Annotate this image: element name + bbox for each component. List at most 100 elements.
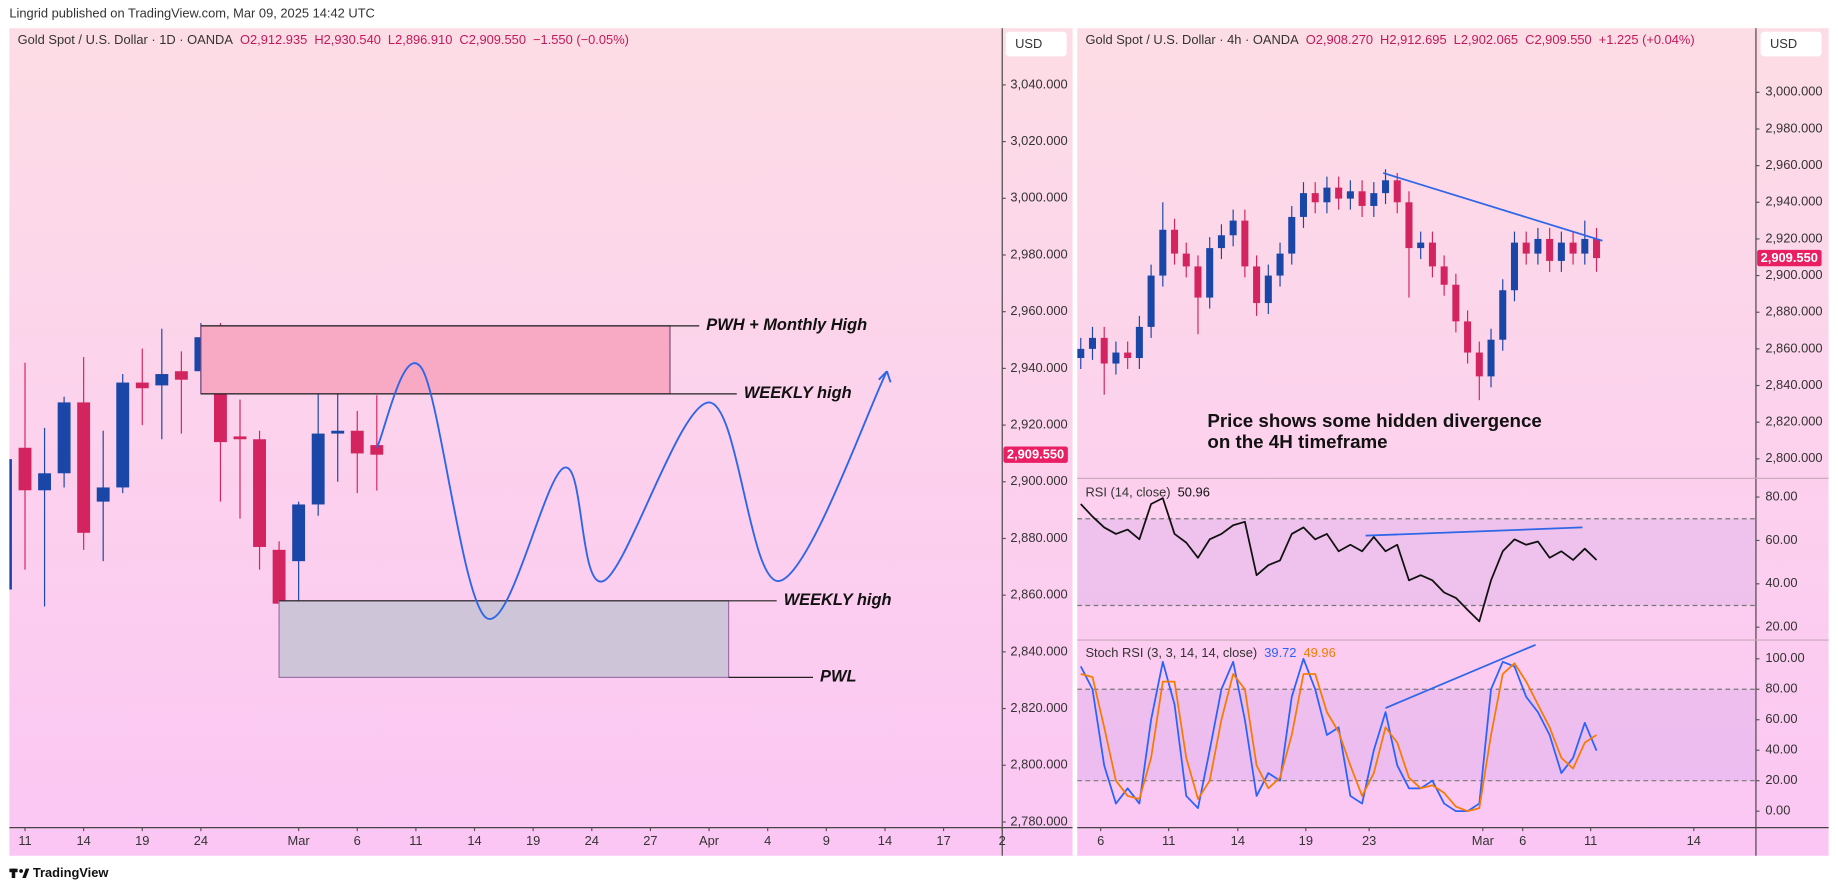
- candle-body: [1229, 220, 1237, 236]
- candle-body: [1557, 242, 1565, 261]
- legend-value: C2,909.550: [459, 32, 526, 47]
- candle-body: [1510, 242, 1518, 291]
- projection-curve: [375, 362, 888, 620]
- x-tick-label: 6: [1519, 833, 1526, 848]
- candle-body: [1100, 337, 1108, 364]
- x-tick-label: 19: [135, 833, 149, 848]
- level-label: WEEKLY high: [784, 591, 892, 609]
- zone: [200, 325, 671, 395]
- candle-body: [1475, 352, 1483, 377]
- candle-body: [116, 382, 130, 488]
- y-tick-label: 0.00: [1765, 803, 1790, 818]
- trendline: [1382, 172, 1603, 242]
- y-tick-label: 2,780.000: [1010, 813, 1067, 828]
- candle-body: [38, 473, 52, 491]
- candle-body: [1147, 275, 1155, 327]
- x-tick-label: 6: [1097, 833, 1104, 848]
- annotation: Price shows some hidden divergence: [1207, 410, 1541, 431]
- candle-body: [1452, 284, 1460, 322]
- x-tick-label: 14: [76, 833, 90, 848]
- indicator-value: 50.96: [1178, 485, 1210, 500]
- candle-body: [1135, 326, 1143, 359]
- projection-arrowhead: [878, 370, 892, 383]
- y-tick-label: 3,000.000: [1010, 190, 1067, 205]
- zone: [278, 600, 730, 678]
- candle-body: [1217, 235, 1225, 249]
- x-tick-label: Mar: [1472, 833, 1495, 848]
- candle-body: [253, 439, 266, 547]
- candle-body: [1417, 242, 1425, 249]
- candle-body: [18, 447, 32, 491]
- candle-body: [1112, 352, 1120, 364]
- currency: USD: [1770, 36, 1797, 51]
- x-tick-label: Apr: [699, 833, 720, 848]
- y-tick-label: 2,940.000: [1765, 194, 1822, 209]
- y-tick-label: 2,960.000: [1765, 157, 1822, 172]
- candle-body: [1382, 180, 1390, 194]
- y-tick-label: 2,820.000: [1765, 414, 1822, 429]
- candle-body: [1569, 242, 1577, 254]
- y-tick-label: 2,960.000: [1010, 303, 1067, 318]
- candle-body: [1182, 253, 1190, 267]
- candle-body: [1358, 191, 1366, 206]
- candle-body: [272, 549, 286, 604]
- legend-value: O2,908.270: [1306, 32, 1373, 47]
- x-tick-label: 11: [1584, 833, 1597, 848]
- x-tick-label: 17: [936, 833, 950, 848]
- candle-body: [1464, 321, 1472, 353]
- legend-value: +1.225 (+0.04%): [1599, 32, 1695, 47]
- currency: USD: [1015, 36, 1042, 51]
- legend-value: L2,896.910: [388, 32, 452, 47]
- candle-body: [155, 374, 169, 386]
- candle-body: [1194, 266, 1202, 298]
- candle-body: [311, 433, 325, 505]
- candle-body: [1206, 248, 1214, 298]
- candle-body: [9, 459, 12, 590]
- indicator-name: Stoch RSI (3, 3, 14, 14, close): [1085, 646, 1257, 661]
- indicator-title: RSI (14, close) 50.96: [1085, 485, 1209, 500]
- currency-box: [1005, 31, 1067, 57]
- y-tick-label: 2,920.000: [1765, 230, 1822, 245]
- x-tick-label: 4: [764, 833, 771, 848]
- legend-symbol: Gold Spot / U.S. Dollar · 1D · OANDA: [18, 32, 234, 47]
- x-tick-label: 14: [1687, 833, 1701, 848]
- byline: Lingrid published on TradingView.com, Ma…: [9, 6, 374, 21]
- candle-body: [1534, 238, 1542, 254]
- currency-box: [1760, 31, 1822, 57]
- candle-body: [1077, 348, 1085, 359]
- x-tick-label: 23: [1362, 833, 1376, 848]
- x-tick-label: 14: [1231, 833, 1245, 848]
- legend: Gold Spot / U.S. Dollar · 1D · OANDA O2,9…: [18, 32, 629, 47]
- level-label: WEEKLY high: [744, 384, 852, 402]
- indicator-value: 39.72: [1264, 646, 1296, 661]
- x-tick-label: 27: [643, 833, 657, 848]
- candle-body: [1264, 275, 1272, 304]
- candle-body: [1581, 238, 1589, 254]
- candle-body: [1393, 180, 1401, 203]
- candle-body: [292, 504, 306, 562]
- candle-body: [1323, 187, 1331, 203]
- brand: TradingView: [33, 865, 110, 880]
- candle-body: [135, 382, 149, 389]
- y-tick-label: 3,000.000: [1765, 84, 1822, 99]
- y-tick-label: 2,980.000: [1765, 120, 1822, 135]
- candle-body: [1171, 229, 1179, 254]
- pane: [1077, 497, 1756, 623]
- level-band: [1077, 689, 1756, 781]
- legend-value: C2,909.550: [1525, 32, 1592, 47]
- x-tick-label: 19: [526, 833, 540, 848]
- candle-body: [1253, 266, 1261, 304]
- level-label: PWH + Monthly High: [706, 316, 867, 334]
- legend-value: H2,930.540: [314, 32, 381, 47]
- candle-body: [1088, 337, 1097, 349]
- y-tick-label: 2,820.000: [1010, 700, 1067, 715]
- candle-body: [1499, 290, 1507, 340]
- candle-body: [1311, 193, 1319, 203]
- y-tick-label: 2,940.000: [1010, 360, 1067, 375]
- legend-symbol: Gold Spot / U.S. Dollar · 4h · OANDA: [1085, 32, 1299, 47]
- candle-body: [350, 430, 364, 454]
- y-tick-label: 2,980.000: [1010, 246, 1067, 261]
- y-tick-label: 2,860.000: [1010, 587, 1067, 602]
- last-price-label: 2,909.550: [1007, 447, 1064, 462]
- y-tick-label: 80.00: [1765, 488, 1797, 503]
